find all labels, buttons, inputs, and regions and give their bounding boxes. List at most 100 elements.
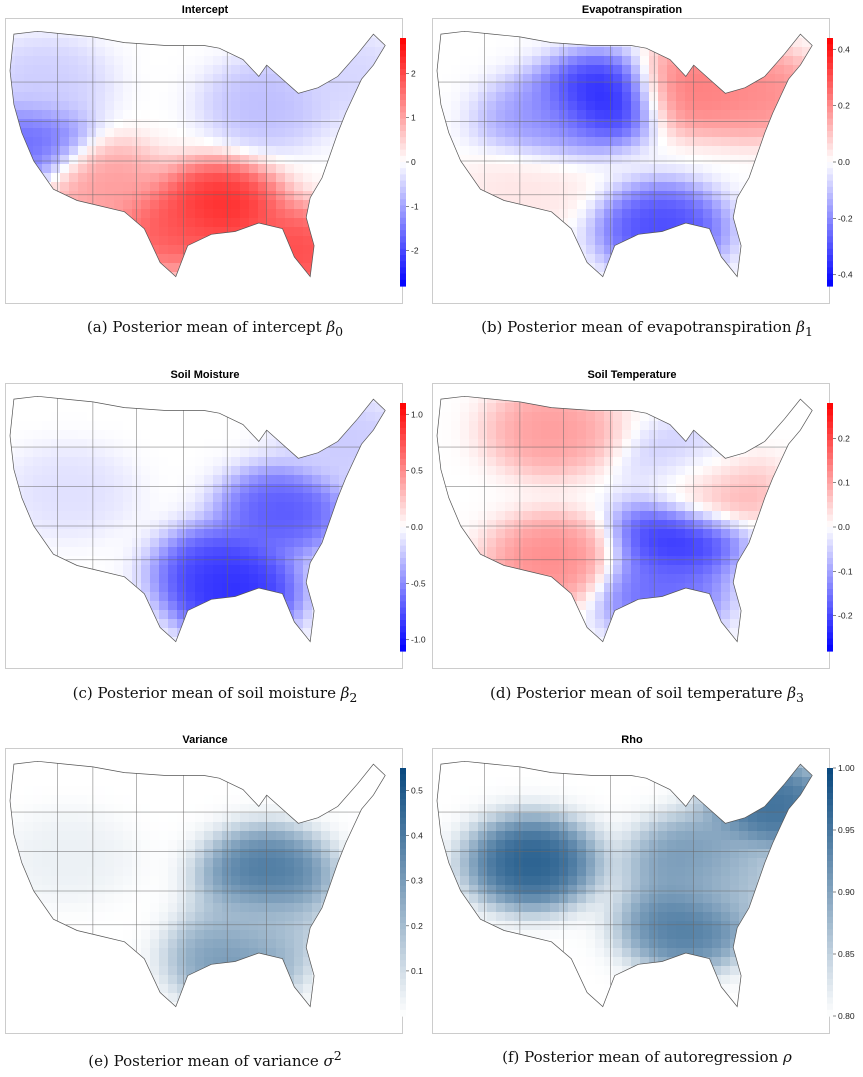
grid-cell	[213, 484, 223, 494]
grid-cell	[159, 218, 169, 228]
grid-cell	[595, 484, 605, 494]
grid-cell	[532, 484, 542, 494]
grid-cell	[123, 493, 133, 503]
grid-cell	[676, 110, 686, 120]
grid-cell	[631, 128, 641, 138]
grid-cell	[114, 110, 124, 120]
grid-cell	[186, 475, 196, 485]
grid-cell	[303, 236, 313, 246]
grid-cell	[757, 448, 767, 458]
caption-math: β	[796, 318, 805, 336]
grid-cell	[667, 164, 677, 174]
grid-cell	[60, 155, 70, 165]
grid-cell	[339, 475, 349, 485]
grid-cell	[721, 475, 731, 485]
grid-cell	[294, 583, 304, 593]
grid-cell	[141, 556, 151, 566]
grid-cell	[685, 164, 695, 174]
grid-cell	[613, 182, 623, 192]
grid-cell	[748, 128, 758, 138]
grid-cell	[496, 83, 506, 93]
grid-cell	[451, 92, 461, 102]
grid-cell	[141, 56, 151, 66]
colorbar-segment	[400, 217, 406, 225]
grid-cell	[159, 173, 169, 183]
grid-cell	[775, 439, 785, 449]
grid-cell	[141, 182, 151, 192]
colorbar-segment	[400, 255, 406, 262]
grid-cell	[775, 448, 785, 458]
grid-cell	[694, 110, 704, 120]
grid-cell	[730, 164, 740, 174]
grid-cell	[96, 430, 106, 440]
grid-cell	[213, 592, 223, 602]
grid-cell	[595, 439, 605, 449]
grid-cell	[766, 101, 776, 111]
grid-cell	[231, 547, 241, 557]
grid-cell	[496, 92, 506, 102]
grid-cell	[267, 110, 277, 120]
grid-cell	[649, 83, 659, 93]
grid-cell	[303, 128, 313, 138]
grid-cell	[586, 412, 596, 422]
grid-cell	[622, 412, 632, 422]
grid-cell	[222, 511, 232, 521]
grid-cell	[24, 412, 34, 422]
grid-cell	[757, 466, 767, 476]
grid-cell	[577, 218, 587, 228]
grid-cell	[267, 182, 277, 192]
grid-cell	[622, 466, 632, 476]
grid-cell	[523, 173, 533, 183]
colorbar-tick-label: 1	[411, 113, 416, 123]
grid-cell	[132, 430, 142, 440]
grid-cell	[330, 128, 340, 138]
grid-cell	[339, 74, 349, 84]
grid-cell	[96, 565, 106, 575]
grid-cell	[487, 164, 497, 174]
grid-cell	[357, 412, 367, 422]
grid-cell	[123, 119, 133, 129]
grid-cell	[33, 511, 43, 521]
colorbar-segment	[827, 69, 833, 76]
grid-cell	[114, 164, 124, 174]
grid-cell	[78, 511, 88, 521]
grid-cell	[60, 65, 70, 75]
grid-cell	[69, 547, 79, 557]
grid-cell	[168, 448, 178, 458]
grid-cell	[168, 421, 178, 431]
grid-cell	[69, 457, 79, 467]
grid-cell	[150, 466, 160, 476]
colorbar-segment	[827, 186, 833, 194]
grid-cell	[559, 173, 569, 183]
grid-cell	[294, 556, 304, 566]
grid-cell	[132, 502, 142, 512]
grid-cell	[321, 128, 331, 138]
grid-cell	[460, 83, 470, 93]
grid-cell	[285, 227, 295, 237]
grid-cell	[177, 466, 187, 476]
grid-cell	[60, 457, 70, 467]
grid-cell	[469, 110, 479, 120]
grid-cell	[667, 137, 677, 147]
grid-cell	[649, 155, 659, 165]
grid-cell	[487, 92, 497, 102]
grid-cell	[60, 493, 70, 503]
grid-cell	[460, 119, 470, 129]
grid-cell	[469, 31, 479, 39]
grid-cell	[78, 421, 88, 431]
grid-cell	[78, 128, 88, 138]
grid-cell	[10, 439, 16, 449]
grid-cell	[276, 119, 286, 129]
colorbar-segment	[400, 155, 406, 163]
grid-cell	[105, 493, 115, 503]
grid-cell	[276, 583, 286, 593]
grid-cell	[168, 529, 178, 539]
grid-cell	[622, 110, 632, 120]
grid-cell	[730, 466, 740, 476]
colorbar-segment	[400, 427, 406, 435]
grid-cell	[141, 583, 151, 593]
grid-cell	[240, 502, 250, 512]
grid-cell	[622, 155, 632, 165]
grid-cell	[186, 227, 196, 237]
grid-cell	[469, 146, 479, 156]
